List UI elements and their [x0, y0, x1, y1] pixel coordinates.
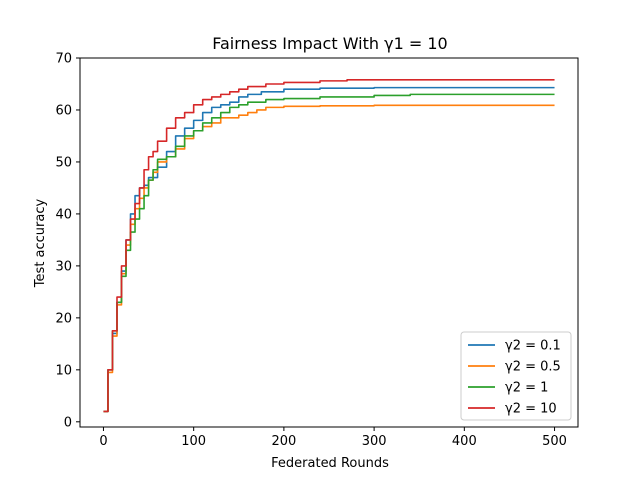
y-tick-label: 0	[64, 415, 72, 430]
plot-area: 0 100 200 300 400 500 0 10 20 30 40 50 60 70 γ2 = 0.1 γ…	[55, 52, 579, 449]
y-tick-label: 10	[55, 363, 72, 378]
legend-label-3: γ2 = 1	[505, 381, 548, 396]
x-tick-label: 200	[271, 434, 296, 449]
y-tick-label: 30	[55, 259, 72, 274]
x-tick-label: 0	[99, 434, 107, 449]
y-tick-label: 20	[55, 311, 72, 326]
series-line-1	[103, 86, 555, 413]
legend-label-1: γ2 = 0.1	[505, 339, 561, 354]
y-axis-label: Test accuracy	[33, 199, 48, 289]
x-tick-label: 400	[452, 434, 477, 449]
series-line-3	[103, 93, 555, 413]
x-tick-label: 300	[362, 434, 387, 449]
x-tick-label: 100	[181, 434, 206, 449]
chart-title: Fairness Impact With γ1 = 10	[212, 34, 447, 53]
y-tick-label: 40	[55, 207, 72, 222]
legend-label-4: γ2 = 10	[505, 402, 557, 417]
legend-label-2: γ2 = 0.5	[505, 360, 561, 375]
y-tick-label: 50	[55, 155, 72, 170]
legend-box	[460, 331, 572, 421]
x-tick-label: 500	[542, 434, 567, 449]
axes-frame	[79, 57, 579, 428]
y-tick-label: 70	[55, 52, 72, 67]
y-tick-label: 60	[55, 103, 72, 118]
series-line-4	[103, 79, 555, 413]
x-axis-label: Federated Rounds	[271, 456, 389, 471]
